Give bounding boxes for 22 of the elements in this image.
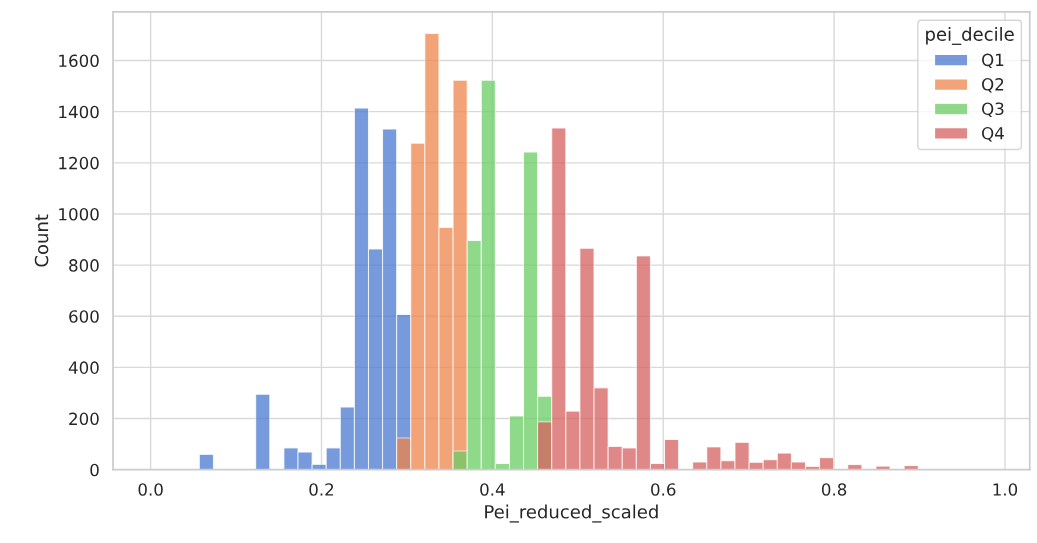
- x-tick-label: 1.0: [993, 483, 1018, 496]
- y-tick-label: 600: [69, 310, 99, 323]
- y-tick-label: 1400: [59, 105, 99, 119]
- y-tick-label: 400: [68, 361, 99, 374]
- legend-title: pei_decile: [926, 26, 1014, 45]
- x-tick-label: 0.6: [651, 483, 676, 496]
- legend-label: Q3: [982, 102, 1004, 117]
- y-axis-title: Count: [34, 214, 49, 267]
- x-tick-label: 0.0: [138, 483, 163, 496]
- y-tick-label: 0: [90, 463, 99, 477]
- x-tick-label: 0.8: [821, 483, 847, 496]
- x-axis-title: Pei_reduced_scaled: [485, 504, 658, 523]
- y-tick-label: 1200: [59, 156, 99, 170]
- x-tick-label: 0.4: [480, 483, 505, 496]
- y-tick-label: 1600: [59, 54, 99, 68]
- legend-label: Q1: [982, 53, 1004, 69]
- x-tick-label: 0.2: [309, 483, 334, 496]
- y-tick-label: 800: [69, 259, 99, 272]
- y-tick-label: 200: [69, 412, 99, 426]
- legend-label: Q4: [982, 126, 1004, 142]
- legend-label: Q2: [982, 78, 1004, 93]
- y-tick-label: 1000: [59, 207, 99, 221]
